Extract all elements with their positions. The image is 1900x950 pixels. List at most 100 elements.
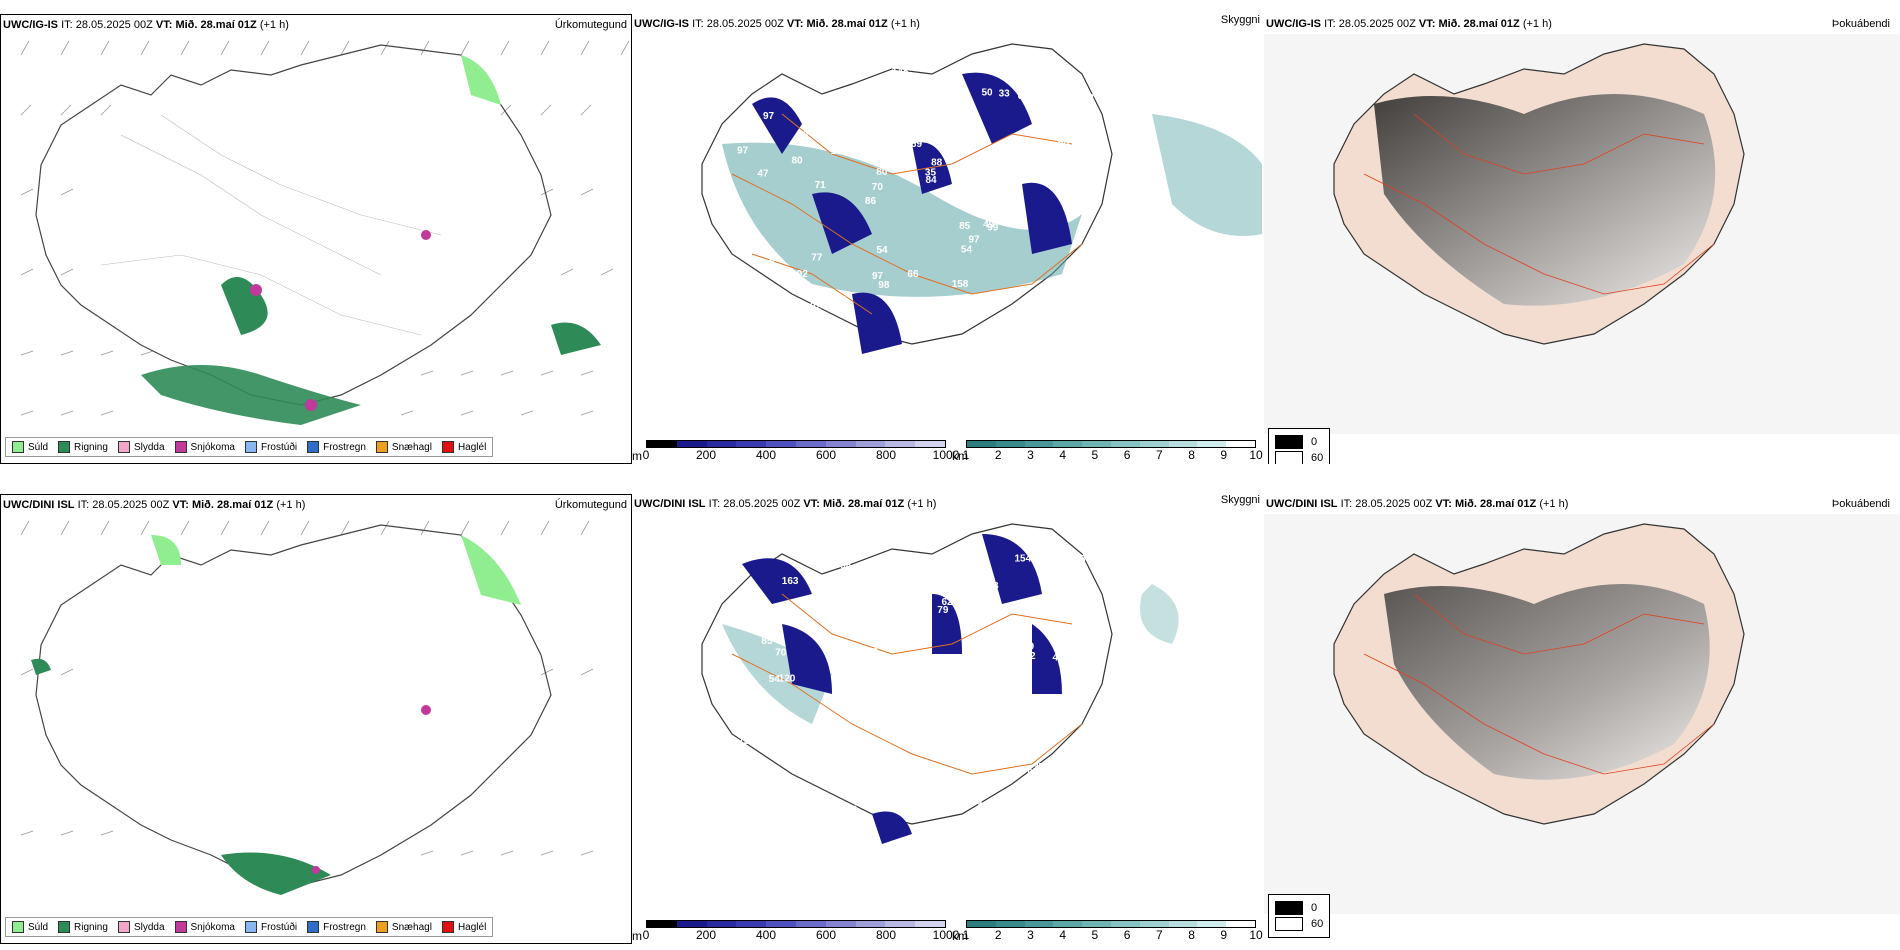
cloudbase-value-label: 60 — [797, 130, 809, 141]
cloudbase-value-label: 75 — [738, 736, 750, 747]
iceland-visibility-map: 4578691099712078876879455598717479153154… — [701, 523, 1179, 844]
precip-type-legend: Súld Rigning Slydda Snjókoma Frostúði Fr… — [5, 437, 494, 457]
colorbar-segment — [1110, 441, 1140, 447]
cloudbase-labels: 68 47 72 86 86 64 59 69 60 16 73 74 68 88 99 97 53 78 85 68… — [737, 67, 1103, 334]
legend-swatch — [58, 441, 71, 453]
cloudbase-value-label: 65 — [1018, 91, 1030, 102]
precip-areas — [31, 535, 521, 895]
colorbar-segment — [855, 441, 886, 447]
colorbar-segment — [885, 441, 916, 447]
cloudbase-value-label: 80 — [792, 155, 804, 166]
colorbar-tick-label: 1 — [962, 448, 970, 462]
cloudbase-value-label: 34 — [1077, 250, 1089, 261]
cloudbase-colorbar: m 0 200 400 600 800 1000 — [632, 920, 959, 943]
cloudbase-value-label: 97 — [969, 234, 981, 245]
precip-type-legend: Súld Rigning Slydda Snjókoma Frostúði Fr… — [5, 917, 494, 937]
iceland-precip-map — [20, 520, 594, 895]
cloudbase-value-label: 40 — [1023, 305, 1035, 316]
cloudbase-value-label: 35 — [925, 168, 937, 179]
map-title: Skyggni — [1220, 14, 1260, 26]
colorbar-tick-label: 3 — [1027, 448, 1034, 462]
fog-index-map-bottom: UWC/DINI ISL IT: 28.05.2025 00Z VT: Mið.… — [1264, 494, 1900, 944]
colorbar-segment — [1168, 921, 1198, 927]
colorbar-segment — [915, 921, 945, 927]
colorbar-segment — [995, 921, 1025, 927]
cloudbase-value-label: 148 — [892, 67, 909, 78]
cloudbase-value-label: 43 — [746, 311, 758, 322]
colorbar-segment — [855, 921, 886, 927]
cloudbase-value-label: 111 — [886, 655, 902, 666]
cloudbase-value-label: 54 — [769, 674, 781, 685]
cloudbase-value-label: 105 — [743, 319, 760, 330]
legend-item: Frostregn — [307, 921, 366, 933]
legend-item: Haglél — [441, 441, 486, 453]
colorbar-tick-label: 4 — [1059, 928, 1066, 942]
cloudbase-value-label: 79 — [937, 605, 949, 616]
cloudbase-value-label: 54 — [877, 245, 889, 256]
legend-swatch — [375, 921, 388, 933]
legend-swatch — [117, 441, 130, 453]
colorbar-segment — [736, 921, 767, 927]
legend-swatch — [307, 921, 320, 933]
cloudbase-value-label: 68 — [1058, 138, 1070, 149]
cloudbase-value-label: 54 — [961, 245, 973, 256]
cloudbase-value-label: 64 — [775, 309, 787, 320]
cloudbase-value-label: 45 — [1053, 652, 1065, 663]
cloudbase-value-label: 167 — [886, 161, 903, 172]
cloudbase-value-label: 87 — [759, 259, 771, 270]
colorbar-tick-label: 600 — [815, 448, 837, 462]
colorbar-segment — [706, 441, 737, 447]
legend-item: Frostúði — [244, 921, 297, 933]
cloudbase-value-label: 60 — [769, 254, 781, 265]
cloudbase-value-label: 120 — [779, 674, 796, 685]
colorbar-segment — [1226, 441, 1255, 447]
cloudbase-value-label: 53 — [784, 739, 796, 750]
colorbar-tick-label: 0 — [642, 448, 650, 462]
legend-swatch — [307, 441, 320, 453]
iceland-precip-map — [20, 40, 630, 425]
cloudbase-value-label: 44 — [1088, 734, 1100, 745]
colorbar-segment — [795, 921, 826, 927]
colorbar-segment — [885, 921, 916, 927]
colorbar-segment — [825, 921, 856, 927]
colorbar-tick-label: 400 — [755, 928, 777, 942]
cloudbase-value-label: 50 — [982, 87, 994, 98]
cloudbase-value-label: 99 — [987, 223, 999, 234]
cloudbase-value-label: 97 — [763, 111, 775, 122]
cloudbase-value-label: 53 — [876, 76, 888, 87]
cloudbase-value-label: 45 — [849, 549, 861, 560]
cloudbase-value-label: 96 — [836, 295, 848, 306]
colorbar-segment — [1024, 921, 1054, 927]
legend-swatch — [174, 441, 187, 453]
cloudbase-value-label: 84 — [926, 175, 938, 186]
cloudbase-value-label: 71 — [841, 686, 853, 697]
cloudbase-value-label: 97 — [737, 146, 749, 157]
cloudbase-value-label: 92 — [797, 269, 809, 280]
colorbar-segment — [1168, 441, 1198, 447]
legend-swatch — [1275, 917, 1303, 931]
cloudbase-value-label: 69 — [1081, 654, 1093, 665]
colorbar-tick-label: 0 — [642, 928, 650, 942]
colorbar-tick-label: 1 — [962, 928, 970, 942]
cloudbase-value-label: 109 — [882, 686, 899, 697]
cloudbase-value-label: 68 — [1052, 305, 1064, 316]
cloudbase-value-label: 49 — [1023, 641, 1035, 652]
cloudbase-value-label: 46 — [808, 723, 820, 734]
cloudbase-value-label: 97 — [872, 271, 884, 282]
colorbar-segment — [766, 441, 796, 447]
colorbar-tick-label: 200 — [695, 448, 717, 462]
legend-item: Snæhagl — [375, 441, 432, 453]
legend-swatch — [1275, 901, 1303, 915]
legend-item: Súld — [12, 441, 48, 453]
cloudbase-value-label: 85 — [761, 636, 773, 647]
colorbar-tick-label: 8 — [1188, 448, 1195, 462]
cloudbase-value-label: 62 — [942, 597, 954, 608]
colorbar-segment — [1197, 921, 1227, 927]
cloudbase-value-label: 45 — [913, 663, 925, 674]
legend-item: Snæhagl — [375, 921, 432, 933]
colorbar-segment — [1053, 921, 1083, 927]
colorbar-segment — [676, 441, 707, 447]
cloudbase-value-label: 153 — [886, 764, 903, 775]
cloudbase-value-label: 59 — [1048, 277, 1060, 288]
fog-legend: 0 60 — [1268, 428, 1331, 464]
